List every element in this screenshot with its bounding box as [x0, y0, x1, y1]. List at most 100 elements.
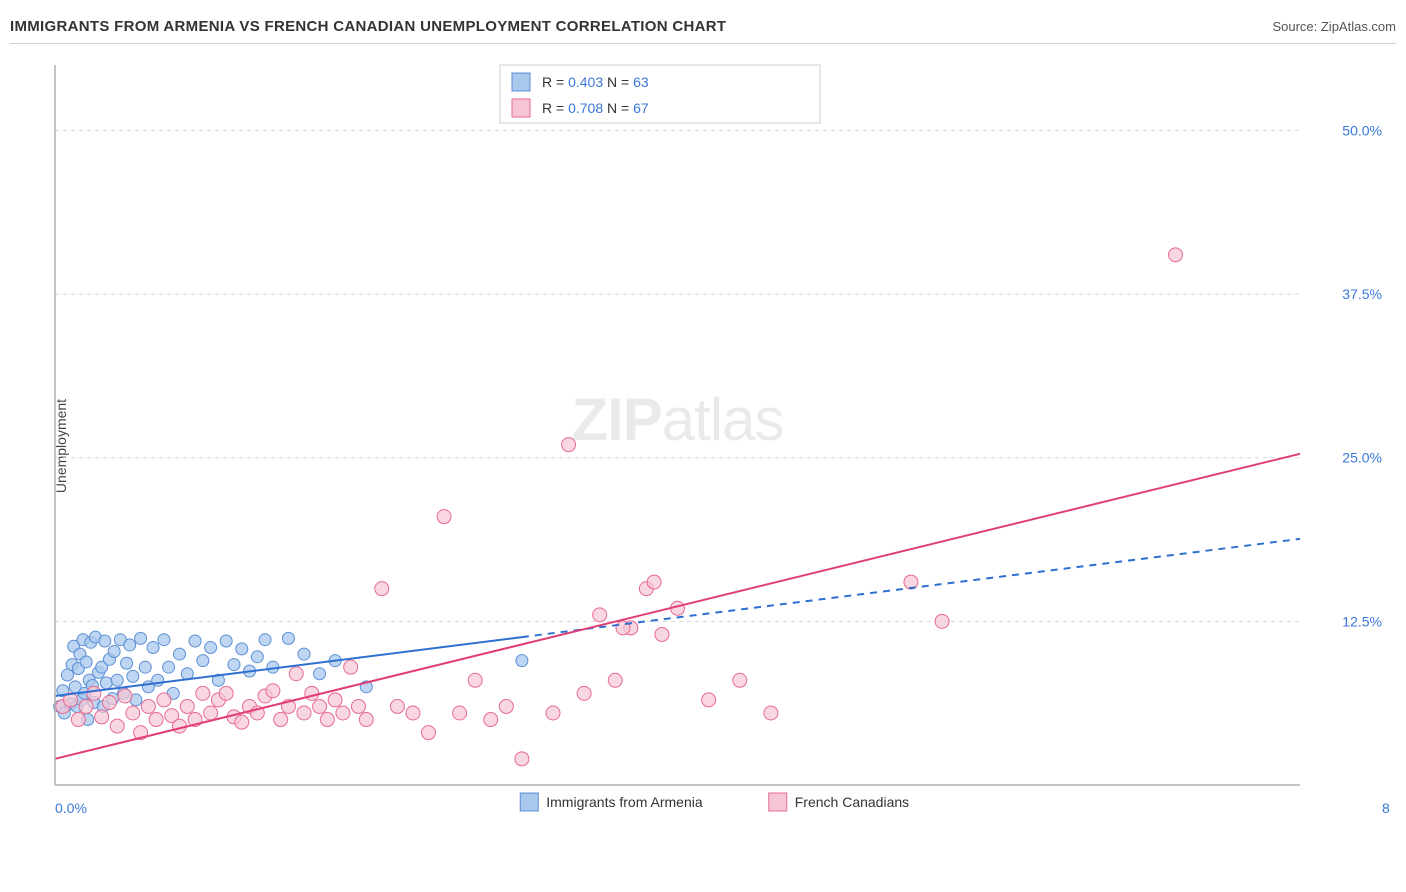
y-tick-label: 12.5% — [1342, 613, 1382, 629]
data-point — [124, 639, 136, 651]
data-point — [174, 648, 186, 660]
y-tick-label: 37.5% — [1342, 286, 1382, 302]
chart-plot-area: 12.5% 25.0% 37.5% 50.0% ZIPatlas 0.0% 80.0% R =… — [45, 60, 1390, 830]
x-tick-label: 80.0% — [1382, 800, 1390, 816]
legend-swatch — [512, 73, 530, 91]
trend-line — [55, 454, 1300, 759]
data-point — [305, 686, 319, 700]
data-point — [516, 655, 528, 667]
data-point — [336, 706, 350, 720]
data-point — [139, 661, 151, 673]
data-point — [935, 614, 949, 628]
data-point — [289, 667, 303, 681]
data-point — [390, 699, 404, 713]
data-point — [126, 706, 140, 720]
data-point — [499, 699, 513, 713]
data-point — [158, 634, 170, 646]
data-point — [314, 668, 326, 680]
data-point — [577, 686, 591, 700]
data-point — [180, 699, 194, 713]
data-point — [375, 582, 389, 596]
data-point — [468, 673, 482, 687]
data-point — [274, 713, 288, 727]
y-tick-label: 50.0% — [1342, 122, 1382, 138]
data-point — [219, 686, 233, 700]
legend-swatch — [520, 793, 538, 811]
data-point — [235, 715, 249, 729]
data-point — [204, 706, 218, 720]
legend-swatch — [769, 793, 787, 811]
trend-line-dashed — [522, 539, 1300, 637]
data-point — [118, 689, 132, 703]
y-tick-label: 25.0% — [1342, 450, 1382, 466]
data-point — [197, 655, 209, 667]
legend-stat-row: R = 0.403 N = 63 — [542, 74, 649, 90]
data-point — [251, 651, 263, 663]
data-point — [163, 661, 175, 673]
data-point — [108, 645, 120, 657]
source-prefix: Source: — [1272, 19, 1320, 34]
data-point — [141, 699, 155, 713]
data-point — [228, 659, 240, 671]
data-point — [298, 648, 310, 660]
data-point — [515, 752, 529, 766]
data-point — [87, 686, 101, 700]
data-point — [406, 706, 420, 720]
data-point — [647, 575, 661, 589]
watermark: ZIPatlas — [571, 386, 783, 453]
legend-series-label: French Canadians — [795, 794, 909, 810]
data-point — [608, 673, 622, 687]
data-point — [733, 673, 747, 687]
x-tick-label: 0.0% — [55, 800, 87, 816]
data-point — [95, 710, 109, 724]
data-point — [313, 699, 327, 713]
data-point — [220, 635, 232, 647]
data-point — [127, 670, 139, 682]
chart-source: Source: ZipAtlas.com — [1272, 19, 1396, 34]
data-point — [1169, 248, 1183, 262]
data-point — [121, 657, 133, 669]
data-point — [189, 635, 201, 647]
legend-series-label: Immigrants from Armenia — [546, 794, 703, 810]
data-point — [422, 726, 436, 740]
data-point — [320, 713, 334, 727]
data-point — [99, 635, 111, 647]
data-point — [236, 643, 248, 655]
data-point — [102, 696, 116, 710]
data-point — [259, 634, 271, 646]
data-point — [437, 510, 451, 524]
data-point — [100, 677, 112, 689]
data-point — [157, 693, 171, 707]
data-point — [266, 684, 280, 698]
data-point — [359, 713, 373, 727]
data-point — [453, 706, 467, 720]
data-point — [351, 699, 365, 713]
data-point — [546, 706, 560, 720]
data-point — [135, 632, 147, 644]
chart-title: IMMIGRANTS FROM ARMENIA VS FRENCH CANADI… — [10, 18, 726, 35]
legend-stat-row: R = 0.708 N = 67 — [542, 100, 649, 116]
chart-header: IMMIGRANTS FROM ARMENIA VS FRENCH CANADI… — [10, 18, 1396, 44]
data-point — [702, 693, 716, 707]
chart-svg: 12.5% 25.0% 37.5% 50.0% ZIPatlas 0.0% 80.0% R =… — [45, 60, 1390, 830]
data-point — [80, 656, 92, 668]
data-point — [328, 693, 342, 707]
data-point — [562, 438, 576, 452]
legend-swatch — [512, 99, 530, 117]
data-point — [297, 706, 311, 720]
data-point — [149, 713, 163, 727]
data-point — [282, 632, 294, 644]
data-point — [196, 686, 210, 700]
source-link[interactable]: ZipAtlas.com — [1321, 19, 1396, 34]
data-point — [79, 699, 93, 713]
data-point — [147, 642, 159, 654]
data-point — [484, 713, 498, 727]
data-point — [71, 713, 85, 727]
data-point — [110, 719, 124, 733]
data-point — [593, 608, 607, 622]
data-point — [655, 627, 669, 641]
data-point — [205, 642, 217, 654]
data-point — [344, 660, 358, 674]
data-point — [111, 674, 123, 686]
data-point — [764, 706, 778, 720]
